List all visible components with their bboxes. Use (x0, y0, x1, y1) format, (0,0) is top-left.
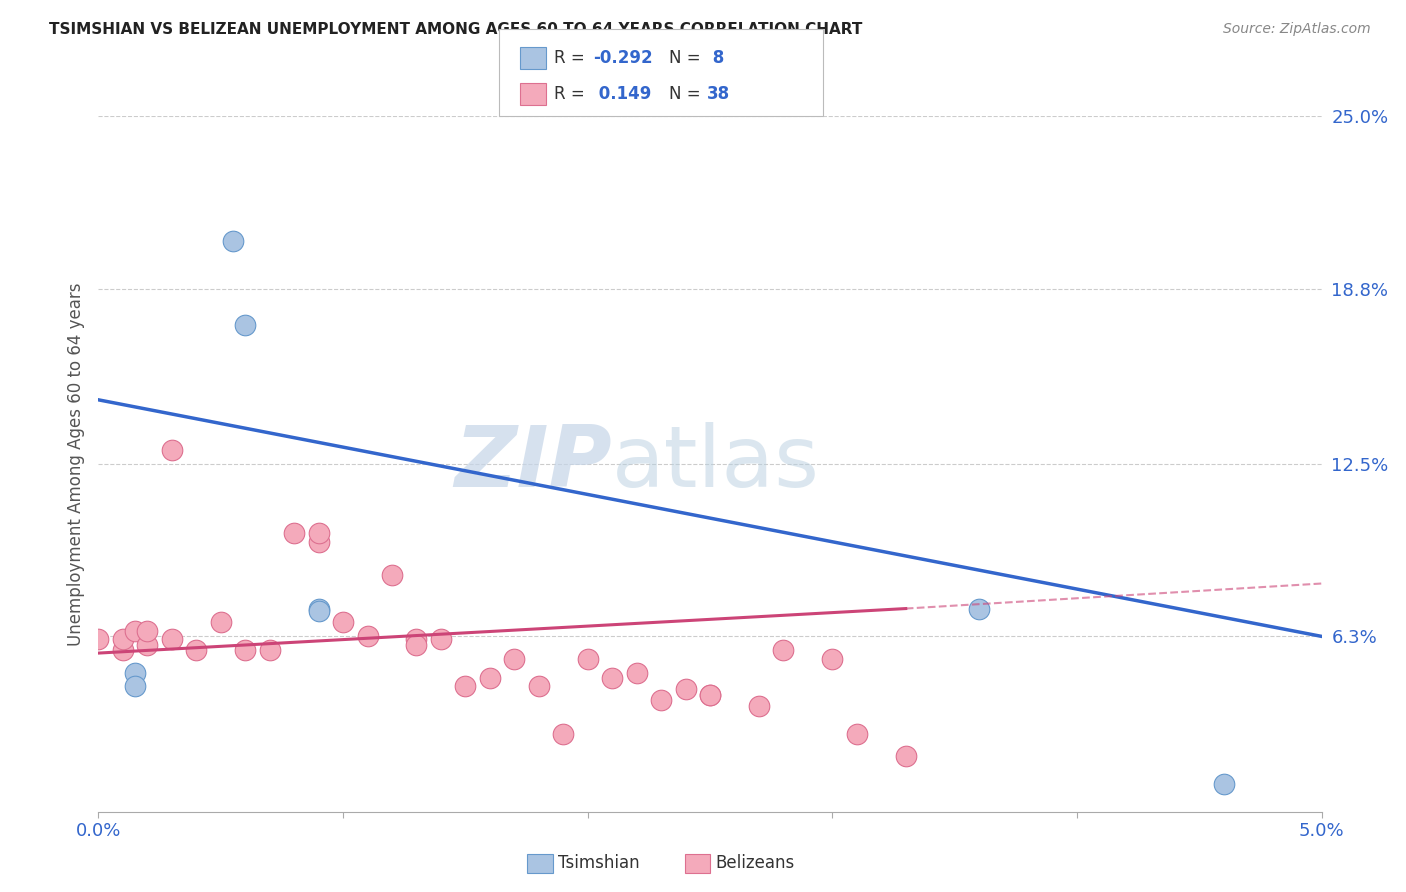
Text: Source: ZipAtlas.com: Source: ZipAtlas.com (1223, 22, 1371, 37)
Point (308, 604, 330, 618)
Point (381, 568, 404, 582)
Point (699, 688, 721, 702)
Point (136, 624, 159, 638)
Point (1212, 777, 1234, 791)
Point (124, 665, 146, 680)
Point (772, 643, 794, 657)
Point (576, 651, 599, 665)
Text: TSIMSHIAN VS BELIZEAN UNEMPLOYMENT AMONG AGES 60 TO 64 YEARS CORRELATION CHART: TSIMSHIAN VS BELIZEAN UNEMPLOYMENT AMONG… (49, 22, 863, 37)
Point (478, 671, 501, 685)
Point (894, 749, 917, 764)
Point (111, 643, 134, 657)
Text: 8: 8 (707, 49, 724, 67)
Point (845, 727, 868, 741)
Point (553, 727, 575, 741)
Text: N =: N = (669, 49, 706, 67)
Point (209, 615, 232, 630)
Point (160, 632, 183, 647)
Point (136, 638, 159, 652)
Text: N =: N = (669, 86, 706, 103)
Text: 0.149: 0.149 (593, 86, 652, 103)
Text: Tsimshian: Tsimshian (558, 855, 640, 872)
Point (111, 632, 134, 647)
Point (308, 601, 330, 615)
Point (308, 526, 330, 541)
Text: ZIP: ZIP (454, 422, 612, 506)
Point (308, 534, 330, 549)
Point (283, 526, 305, 541)
Text: R =: R = (554, 86, 591, 103)
Point (430, 632, 453, 647)
Point (748, 698, 770, 713)
Point (160, 442, 183, 457)
Point (821, 651, 844, 665)
Point (600, 671, 623, 685)
Text: R =: R = (554, 49, 591, 67)
Text: Belizeans: Belizeans (716, 855, 794, 872)
Point (675, 682, 697, 697)
Point (87, 632, 110, 647)
Y-axis label: Unemployment Among Ages 60 to 64 years: Unemployment Among Ages 60 to 64 years (66, 282, 84, 646)
Point (332, 615, 354, 630)
Point (124, 680, 146, 694)
Point (967, 601, 990, 615)
Point (356, 629, 378, 643)
Point (222, 234, 245, 248)
Point (233, 643, 256, 657)
Text: 38: 38 (707, 86, 730, 103)
Point (503, 651, 526, 665)
Point (405, 632, 427, 647)
Point (527, 680, 550, 694)
Point (233, 318, 256, 332)
Text: -0.292: -0.292 (593, 49, 652, 67)
Point (405, 638, 427, 652)
Point (626, 665, 648, 680)
Point (259, 643, 281, 657)
Point (650, 693, 672, 707)
Point (124, 624, 146, 638)
Point (454, 680, 477, 694)
Point (699, 688, 721, 702)
Text: atlas: atlas (612, 422, 820, 506)
Point (186, 643, 208, 657)
